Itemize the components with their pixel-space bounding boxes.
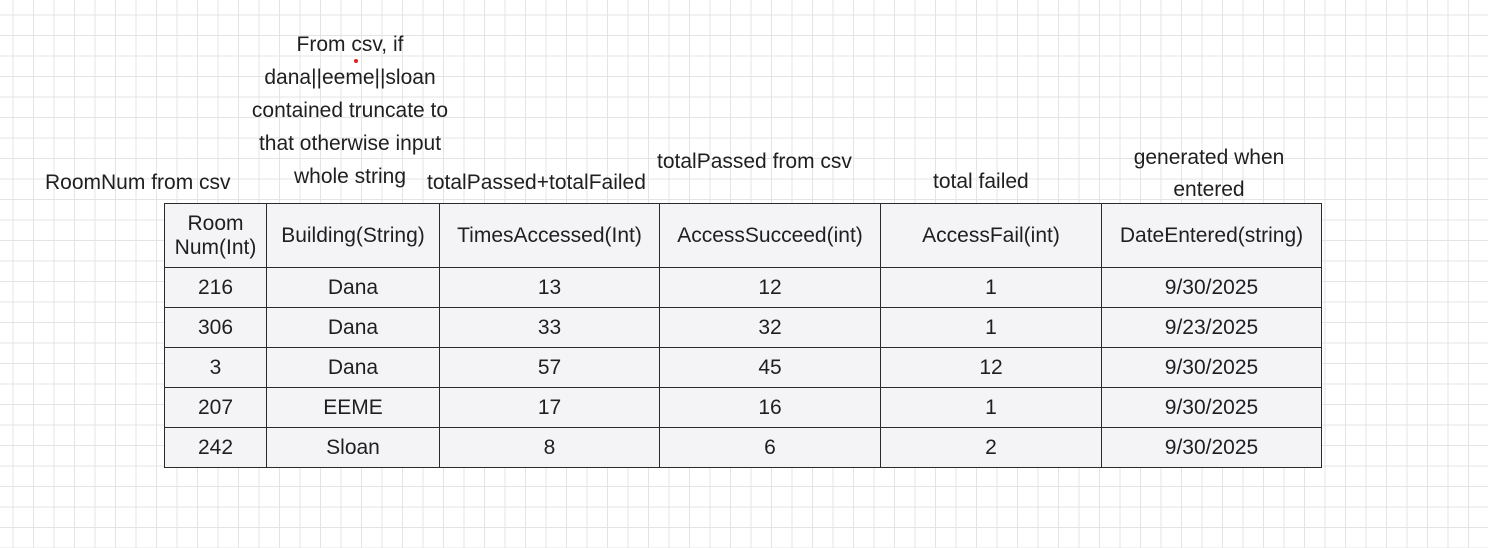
annotation-line: total failed [933, 170, 1029, 193]
column-header-building: Building(String) [266, 203, 440, 268]
table-row: 207 EEME 17 16 1 9/30/2025 [164, 387, 1322, 428]
annotation-roomnum: RoomNum from csv [45, 166, 231, 199]
cell-access-fail: 1 [880, 267, 1102, 308]
annotation-line: dana||eeme||sloan [264, 66, 436, 89]
cell-room-num: 216 [164, 267, 267, 308]
cell-building: Dana [266, 267, 440, 308]
cell-building: Dana [266, 307, 440, 348]
cell-date-entered: 9/23/2025 [1101, 307, 1322, 348]
table-row: 216 Dana 13 12 1 9/30/2025 [164, 267, 1322, 308]
annotation-building: From csv, if dana||eeme||sloan contained… [232, 28, 468, 193]
annotation-line: that otherwise input [258, 132, 442, 155]
cell-access-succeed: 16 [659, 387, 881, 428]
cell-access-succeed: 6 [659, 427, 881, 468]
cell-date-entered: 9/30/2025 [1101, 347, 1322, 388]
table-row: 3 Dana 57 45 12 9/30/2025 [164, 347, 1322, 388]
cell-room-num: 306 [164, 307, 267, 348]
cell-times-accessed: 57 [439, 347, 660, 388]
column-header-access-fail: AccessFail(int) [880, 203, 1102, 268]
column-header-date-entered: DateEntered(string) [1101, 203, 1322, 268]
cell-room-num: 242 [164, 427, 267, 468]
annotation-date-entered: generated when entered [1112, 142, 1306, 206]
cell-times-accessed: 8 [439, 427, 660, 468]
column-header-room-num: Room Num(Int) [164, 203, 267, 268]
cell-times-accessed: 33 [439, 307, 660, 348]
annotation-times-accessed: totalPassed+totalFailed [427, 166, 646, 199]
cell-times-accessed: 17 [439, 387, 660, 428]
cell-access-fail: 12 [880, 347, 1102, 388]
annotation-line: contained truncate to [251, 99, 449, 122]
marker-dot [354, 59, 358, 63]
cell-access-fail: 2 [880, 427, 1102, 468]
cell-room-num: 3 [164, 347, 267, 388]
annotation-line: From csv, if [296, 33, 404, 56]
annotation-access-succeed: totalPassed from csv [657, 145, 852, 178]
column-header-times-accessed: TimesAccessed(Int) [439, 203, 660, 268]
annotation-line: entered [1173, 178, 1245, 201]
table-row: 242 Sloan 8 6 2 9/30/2025 [164, 427, 1322, 468]
cell-access-fail: 1 [880, 307, 1102, 348]
header-row: Room Num(Int) Building(String) TimesAcce… [164, 203, 1322, 268]
annotation-access-fail: total failed [933, 165, 1029, 198]
cell-access-succeed: 12 [659, 267, 881, 308]
schema-table: Room Num(Int) Building(String) TimesAcce… [164, 203, 1322, 468]
annotation-line: totalPassed+totalFailed [427, 171, 646, 194]
cell-building: Dana [266, 347, 440, 388]
header-line: Num(Int) [174, 235, 257, 259]
annotation-line: totalPassed from csv [657, 150, 852, 173]
annotation-line: whole string [293, 165, 407, 188]
cell-building: EEME [266, 387, 440, 428]
annotation-line: RoomNum from csv [45, 171, 231, 194]
column-header-access-succeed: AccessSucceed(int) [659, 203, 881, 268]
cell-access-succeed: 32 [659, 307, 881, 348]
cell-room-num: 207 [164, 387, 267, 428]
cell-building: Sloan [266, 427, 440, 468]
cell-date-entered: 9/30/2025 [1101, 387, 1322, 428]
annotation-line: generated when [1133, 146, 1285, 169]
cell-date-entered: 9/30/2025 [1101, 427, 1322, 468]
cell-date-entered: 9/30/2025 [1101, 267, 1322, 308]
header-line: Room [187, 211, 244, 235]
table-row: 306 Dana 33 32 1 9/23/2025 [164, 307, 1322, 348]
cell-access-succeed: 45 [659, 347, 881, 388]
cell-access-fail: 1 [880, 387, 1102, 428]
cell-times-accessed: 13 [439, 267, 660, 308]
